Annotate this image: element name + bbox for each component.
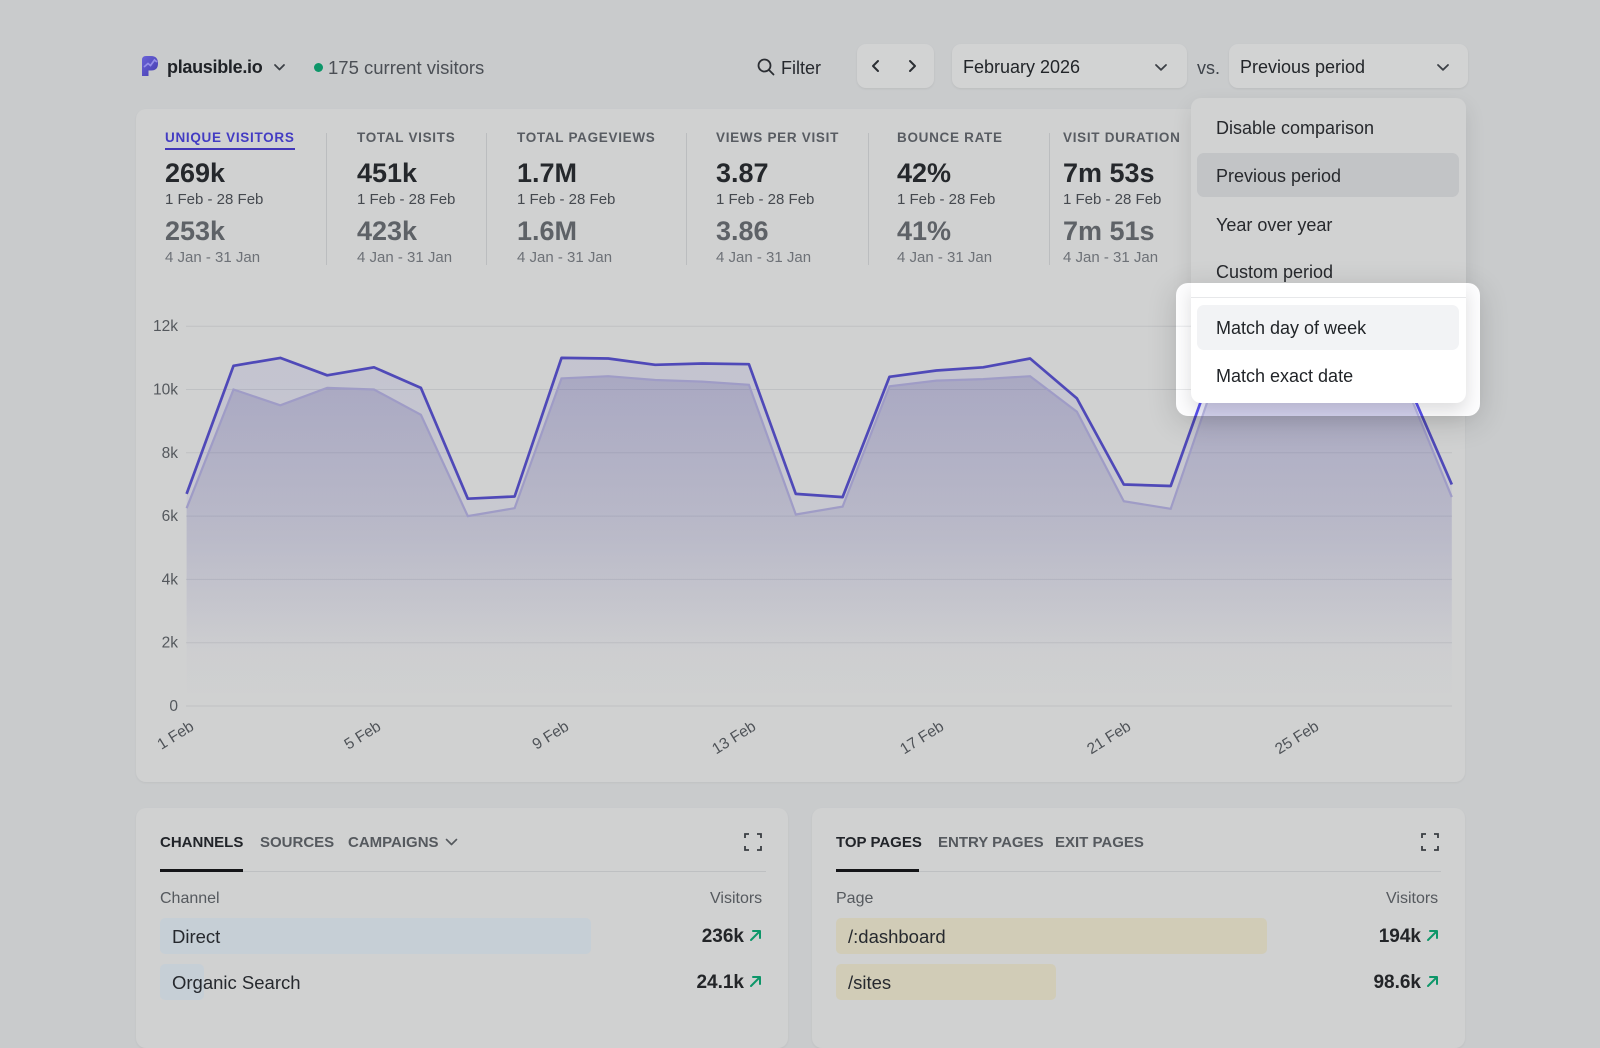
svg-text:5 Feb: 5 Feb xyxy=(341,718,384,753)
svg-text:25 Feb: 25 Feb xyxy=(1272,718,1322,758)
svg-text:4k: 4k xyxy=(162,571,179,588)
svg-text:21 Feb: 21 Feb xyxy=(1084,718,1134,758)
svg-text:17 Feb: 17 Feb xyxy=(897,718,947,758)
svg-text:12k: 12k xyxy=(153,318,178,335)
svg-text:13 Feb: 13 Feb xyxy=(709,718,759,758)
svg-text:9 Feb: 9 Feb xyxy=(529,718,572,753)
svg-text:1 Feb: 1 Feb xyxy=(154,718,197,753)
svg-text:0: 0 xyxy=(169,698,178,715)
svg-text:2k: 2k xyxy=(162,635,179,652)
svg-text:6k: 6k xyxy=(162,508,179,525)
svg-text:10k: 10k xyxy=(153,382,178,399)
svg-text:8k: 8k xyxy=(162,445,179,462)
